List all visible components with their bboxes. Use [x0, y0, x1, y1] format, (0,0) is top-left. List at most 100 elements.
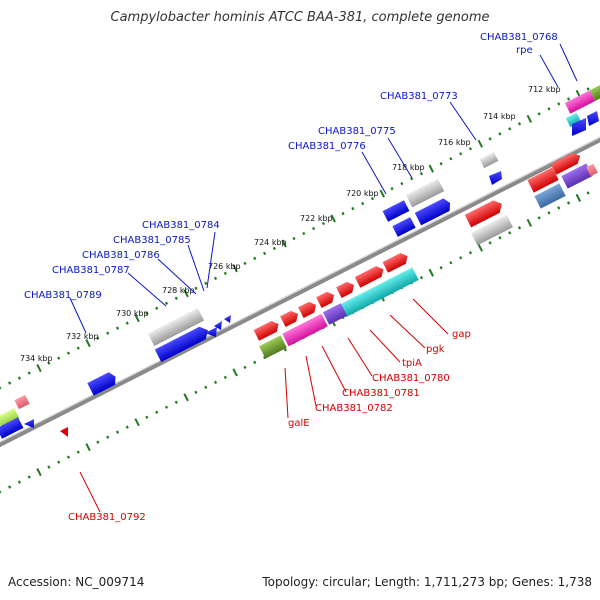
major-tick	[526, 114, 533, 123]
minor-tick	[17, 480, 21, 484]
kbp-label: 724 kbp	[254, 238, 287, 247]
gene-label: CHAB381_0786	[82, 250, 160, 261]
minor-tick	[213, 380, 218, 385]
minor-tick	[145, 415, 149, 419]
minor-tick	[459, 256, 463, 260]
minor-tick	[155, 306, 159, 310]
minor-tick	[557, 102, 561, 106]
minor-tick	[517, 122, 522, 126]
minor-tick	[125, 425, 129, 429]
kbp-label: 730 kbp	[116, 309, 149, 318]
minor-tick	[537, 112, 541, 116]
gene-labels: CHAB381_0768 rpe CHAB381_0773 CHAB381_07…	[24, 32, 558, 523]
major-tick	[134, 418, 140, 427]
minor-tick	[145, 311, 149, 315]
minor-tick	[400, 181, 404, 186]
minor-tick	[468, 147, 473, 151]
minor-tick	[194, 286, 198, 290]
major-tick	[575, 193, 582, 202]
minor-tick	[96, 336, 100, 340]
major-tick	[477, 243, 483, 252]
minor-tick	[488, 137, 492, 141]
minor-tick	[27, 475, 31, 479]
major-tick	[183, 393, 189, 402]
minor-tick	[341, 211, 345, 216]
minor-tick	[547, 211, 551, 215]
minor-tick	[66, 351, 71, 355]
minor-tick	[57, 356, 61, 360]
minor-tick	[243, 261, 247, 266]
minor-tick	[272, 246, 276, 251]
minor-tick	[47, 465, 51, 469]
kbp-label: 726 kbp	[208, 262, 241, 271]
major-tick	[232, 264, 238, 273]
minor-tick	[106, 331, 110, 335]
minor-tick	[321, 221, 325, 226]
minor-tick	[115, 326, 120, 330]
minor-tick	[390, 186, 394, 191]
label-leaders	[69, 43, 578, 513]
gene-label: CHAB381_0785	[113, 235, 191, 246]
minor-tick	[557, 206, 561, 210]
minor-tick	[223, 271, 227, 276]
kbp-label: 728 kbp	[162, 286, 195, 295]
minor-tick	[498, 132, 502, 136]
minor-tick	[262, 251, 267, 256]
minor-tick	[204, 281, 208, 285]
minor-tick	[115, 430, 120, 434]
minor-tick	[508, 127, 512, 131]
gene-label: galE	[288, 418, 310, 429]
minor-tick	[312, 226, 316, 231]
major-tick	[85, 443, 91, 452]
forward-strand-features	[60, 153, 598, 437]
minor-tick	[8, 381, 12, 385]
minor-tick	[439, 266, 443, 270]
minor-tick	[204, 385, 208, 389]
gene-label: CHAB381_0768	[480, 32, 558, 43]
gene-label: CHAB381_0784	[142, 220, 220, 231]
kbp-label: 712 kbp	[528, 85, 561, 94]
gene-label: CHAB381_0780	[372, 373, 450, 384]
minor-tick	[96, 440, 100, 444]
major-tick	[477, 139, 483, 148]
gene-label: pgk	[426, 344, 445, 355]
gene-label: gap	[452, 329, 471, 340]
gene-label: CHAB381_0781	[342, 388, 420, 399]
minor-tick	[262, 355, 267, 360]
minor-tick	[419, 276, 424, 280]
kbp-label: 732 kbp	[66, 332, 99, 341]
minor-tick	[27, 371, 31, 375]
minor-tick	[223, 375, 227, 380]
gene-label: CHAB381_0775	[318, 126, 396, 137]
minor-tick	[174, 296, 178, 300]
minor-tick	[498, 236, 502, 240]
genome-summary-text: Topology: circular; Length: 1,711,273 bp…	[262, 575, 592, 589]
major-tick	[36, 364, 42, 373]
minor-tick	[566, 97, 571, 101]
gene-label: CHAB381_0776	[288, 141, 366, 152]
minor-tick	[468, 251, 473, 255]
minor-tick	[547, 107, 551, 111]
reverse-strand-features	[0, 84, 600, 439]
minor-tick	[537, 216, 541, 220]
major-tick	[330, 214, 336, 223]
gene-label: CHAB381_0782	[315, 403, 393, 414]
minor-tick	[292, 236, 296, 241]
minor-tick	[449, 261, 453, 265]
minor-tick	[243, 365, 247, 370]
major-tick	[526, 218, 533, 227]
kbp-scale: 712 kbp 714 kbp 716 kbp 718 kbp 720 kbp …	[20, 85, 561, 363]
minor-tick	[508, 231, 512, 235]
minor-tick	[17, 376, 21, 380]
minor-tick	[302, 231, 306, 236]
gene-label: CHAB381_0773	[380, 91, 458, 102]
minor-tick	[449, 157, 453, 161]
minor-tick	[47, 361, 51, 365]
minor-tick	[351, 206, 355, 211]
minor-tick	[419, 172, 424, 176]
major-tick	[281, 239, 287, 248]
minor-tick	[517, 226, 522, 230]
minor-tick	[361, 201, 365, 206]
minor-tick	[174, 400, 178, 404]
